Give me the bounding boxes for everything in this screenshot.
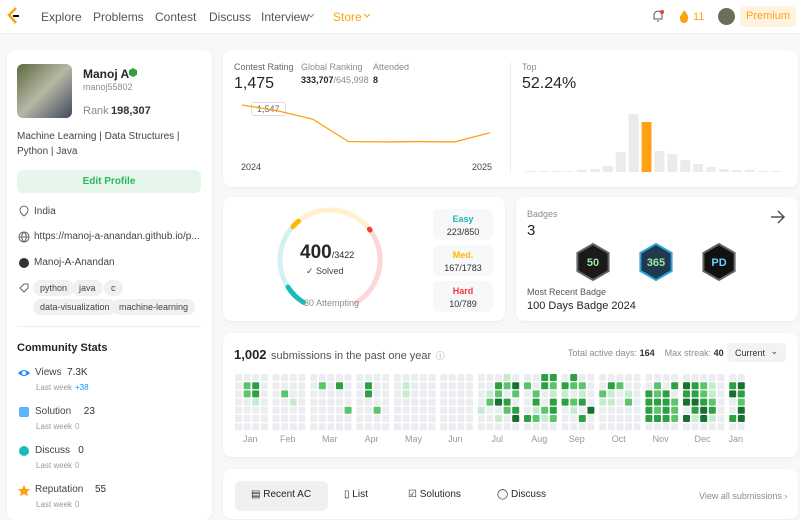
top-percent: 52.24% xyxy=(522,75,577,92)
level-box: Med. 167/1783 xyxy=(433,245,493,276)
level-box: Hard 10/789 xyxy=(433,281,493,312)
max-streak: 40 xyxy=(713,348,724,358)
level-name: Med. xyxy=(452,250,474,260)
stat-week-label: Last week xyxy=(36,383,73,392)
tab[interactable]: Solutions xyxy=(419,489,461,500)
submission-count: 1,002 xyxy=(234,347,267,362)
stat-label: Views xyxy=(35,367,62,378)
active-days: 164 xyxy=(639,348,655,358)
level-box: Easy 223/850 xyxy=(433,209,493,240)
bell-icon[interactable] xyxy=(651,9,665,23)
top-label: Top xyxy=(522,62,537,72)
location: India xyxy=(34,206,56,217)
community-title: Community Stats xyxy=(17,342,108,354)
website[interactable]: https://manoj-a-anandan.github.io/p... xyxy=(34,231,200,242)
premium-button[interactable]: Premium xyxy=(740,6,796,27)
stat-value: 55 xyxy=(95,484,107,495)
arrow[interactable] xyxy=(770,210,786,224)
attended-label: Attended xyxy=(373,62,410,72)
avatar-small[interactable] xyxy=(718,8,735,25)
stat-week-label: Last week xyxy=(36,461,73,470)
active-tab[interactable] xyxy=(235,481,328,511)
nav-item[interactable]: Interview xyxy=(261,10,310,24)
avatar xyxy=(17,64,72,118)
nav-item[interactable]: Explore xyxy=(41,10,82,24)
stat-value: 7.3K xyxy=(67,367,88,378)
global-total: /645,998 xyxy=(333,75,369,85)
attended: 8 xyxy=(373,75,379,85)
stat-week: +38 xyxy=(75,383,89,392)
rank-label: Rank xyxy=(83,105,109,117)
stat-week: 0 xyxy=(75,461,80,470)
recent-badge: 100 Days Badge 2024 xyxy=(527,300,636,312)
skill-tag[interactable]: python xyxy=(33,280,75,296)
year-select[interactable]: Current ⌄ xyxy=(727,343,786,362)
bio: Python | Java xyxy=(17,146,78,157)
divider xyxy=(510,62,511,174)
fire-icon[interactable] xyxy=(678,9,690,23)
rank: 198,307 xyxy=(111,105,151,117)
level-count: 10/789 xyxy=(449,299,477,309)
stat-label: Discuss xyxy=(35,445,71,456)
stat-week: 0 xyxy=(75,422,80,431)
x-end: 2025 xyxy=(472,162,493,172)
level-count: 223/850 xyxy=(446,227,480,237)
streak: 11 xyxy=(693,11,705,23)
tab[interactable]: Recent AC xyxy=(263,489,312,500)
submission-text: submissions in the past one year xyxy=(271,350,432,362)
profile-icons xyxy=(18,205,30,268)
chevrons xyxy=(308,13,371,18)
solved-total: /3422 xyxy=(331,250,355,260)
solved-count: 400 xyxy=(300,242,332,263)
username: manoj55802 xyxy=(83,82,133,92)
tab[interactable]: List xyxy=(352,489,368,500)
badges-label: Badges xyxy=(527,209,558,219)
skill-tag[interactable]: machine-learning xyxy=(112,299,196,315)
global-rank: 333,707 xyxy=(301,75,334,85)
badge-dot xyxy=(129,68,137,77)
skill-tag[interactable]: data-visualization xyxy=(33,299,117,315)
solved-label: Solved xyxy=(316,266,344,276)
skill-tag[interactable]: c xyxy=(104,280,123,296)
active-label: Total active days: xyxy=(568,348,638,358)
edit-profile-button[interactable]: Edit Profile xyxy=(17,170,201,193)
nav-item[interactable]: Contest xyxy=(155,10,197,24)
stat-value: 0 xyxy=(78,445,84,456)
divider xyxy=(17,326,201,327)
name: Manoj A xyxy=(83,67,130,81)
stat-label: Reputation xyxy=(35,484,84,495)
tag-icon xyxy=(19,283,29,293)
rating-label: Contest Rating xyxy=(234,62,294,72)
nav-item[interactable]: Discuss xyxy=(209,10,252,24)
x-start: 2024 xyxy=(241,162,262,172)
streak-label: Max streak: xyxy=(664,348,712,358)
stat-value: 23 xyxy=(83,406,95,417)
stat-week-label: Last week xyxy=(36,422,73,431)
tooltip: 1,547 xyxy=(251,102,286,116)
stat-label: Solution xyxy=(35,406,72,417)
skill-tag[interactable]: java xyxy=(72,280,103,296)
view-all[interactable]: View all submissions › xyxy=(699,491,788,501)
recent-label: Most Recent Badge xyxy=(527,287,607,297)
level-name: Easy xyxy=(452,214,474,224)
nav-item[interactable]: Problems xyxy=(93,10,144,24)
select-text: Current xyxy=(735,348,766,358)
badges-count: 3 xyxy=(527,222,536,239)
stat-icons xyxy=(18,370,30,496)
level-name: Hard xyxy=(452,286,474,296)
logo[interactable] xyxy=(6,7,22,25)
global-label: Global Ranking xyxy=(301,62,363,72)
stat-week: 0 xyxy=(75,500,80,509)
navbar xyxy=(0,0,800,34)
attempting: 30 Attempting xyxy=(304,298,360,308)
bio: Machine Learning | Data Structures | xyxy=(17,131,180,142)
view-all-text[interactable]: View all submissions xyxy=(699,491,782,501)
stat-week-label: Last week xyxy=(36,500,73,509)
tab[interactable]: Discuss xyxy=(510,489,546,500)
level-count: 167/1783 xyxy=(444,263,482,273)
github[interactable]: Manoj-A-Anandan xyxy=(34,257,115,268)
rating: 1,475 xyxy=(234,75,275,92)
nav-item[interactable]: Store xyxy=(333,10,362,24)
